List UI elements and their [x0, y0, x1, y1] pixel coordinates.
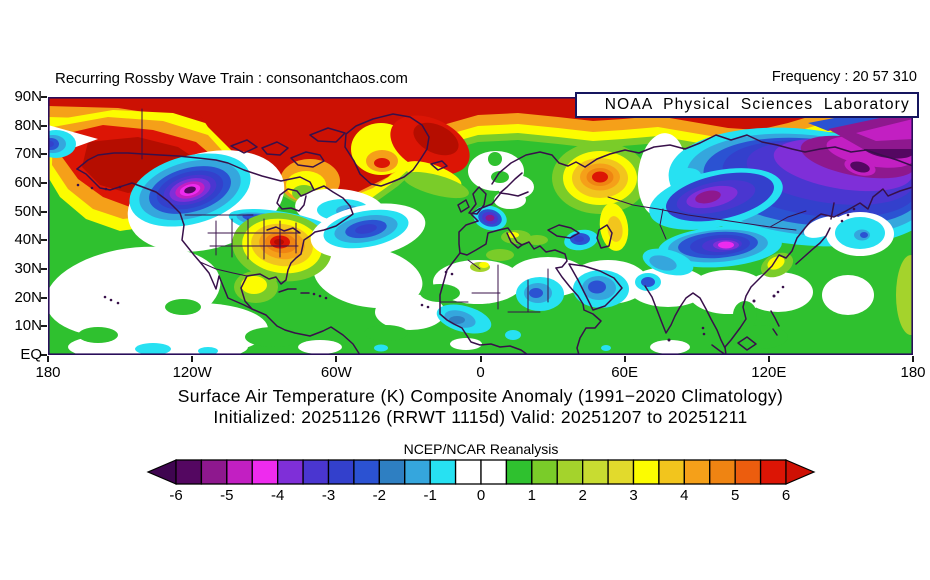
colorbar-cell-2	[226, 459, 253, 485]
colorbar-cell-10	[429, 459, 457, 485]
colorbar-cell-5	[302, 459, 330, 485]
colorbar-dataset-label: NCEP/NCAR Reanalysis	[403, 441, 559, 457]
colorbar-cell-21	[709, 459, 736, 485]
lat-tick	[41, 325, 47, 328]
colorbar-tick-label-1: 1	[527, 487, 536, 504]
colorbar-tick-label-6: 6	[781, 487, 791, 504]
colorbar-cell-13	[505, 459, 533, 485]
lon-tick-label-60W-2: 60W	[320, 364, 352, 381]
lon-tick-label-120W-1: 120W	[172, 364, 212, 381]
colorbar-cell-4	[277, 459, 304, 485]
colorbar-cell-14	[531, 459, 558, 485]
lon-tick-label-120E-5: 120E	[751, 364, 787, 381]
colorbar-tick-label--5: -5	[220, 487, 234, 504]
colorbar-tick-label--1: -1	[423, 487, 437, 504]
lat-tick-label-EQ: EQ	[20, 346, 42, 363]
tropics-accents	[78, 284, 788, 355]
lon-tick	[47, 356, 49, 362]
noaa-psl-box: NOAA Physical Sciences Laboratory	[575, 92, 919, 118]
colorbar-svg	[146, 459, 816, 485]
lon-tick-label-60E-4: 60E	[611, 364, 639, 381]
colorbar-tick-label-5: 5	[730, 487, 740, 504]
frequency-label: Frequency : 20 57 310	[771, 69, 917, 85]
lon-tick-label-0-3: 0	[476, 364, 485, 381]
colorbar-tick-label--2: -2	[372, 487, 386, 504]
lat-tick-label-20N: 20N	[14, 288, 42, 306]
anomaly-map	[48, 97, 913, 355]
lon-tick	[479, 356, 482, 362]
watermark-text: Recurring Rossby Wave Train : consonantc…	[55, 70, 408, 87]
lat-tick-label-50N: 50N	[14, 202, 42, 220]
lat-tick-label-70N: 70N	[14, 145, 42, 163]
island-dots	[76, 183, 856, 342]
lon-tick	[191, 356, 194, 362]
lon-tick-label-180-0: 180	[35, 364, 61, 381]
lat-tick-label-30N: 30N	[14, 260, 42, 277]
colorbar-cell-18	[632, 459, 660, 485]
colorbar-cell-8	[378, 459, 406, 485]
lat-tick-label-40N: 40N	[14, 231, 42, 249]
nw-pacific-features	[760, 212, 913, 335]
colorbar-cell-22	[734, 459, 762, 485]
chart-subtitle: Initialized: 20251126 (RRWT 1115d) Valid…	[213, 407, 748, 427]
colorbar-tick-label-0: 0	[476, 487, 486, 504]
lat-tick	[41, 210, 47, 213]
colorbar-tick-label--3: -3	[321, 487, 336, 504]
lat-tick	[41, 268, 47, 270]
lat-tick	[41, 124, 47, 127]
noaa-psl-label: NOAA Physical Sciences Laboratory	[604, 96, 910, 113]
colorbar-tick-label-2: 2	[578, 487, 587, 504]
colorbar-tick-label-4: 4	[680, 487, 689, 504]
lat-tick	[41, 182, 47, 184]
lat-tick	[41, 153, 47, 156]
lon-tick	[912, 356, 914, 362]
coastlines	[76, 113, 913, 355]
lat-tick-label-60N: 60N	[14, 174, 42, 191]
colorbar-cell-20	[683, 459, 711, 485]
russia-warm-anomaly	[552, 133, 687, 251]
mongolia-cold-anomaly	[635, 226, 782, 291]
colorbar-tick-label--6: -6	[169, 487, 183, 504]
colorbar-cell-1	[200, 459, 228, 485]
lat-tick-label-10N: 10N	[14, 317, 42, 335]
map-svg	[48, 97, 913, 355]
colorbar-cell-23	[759, 459, 787, 485]
lon-tick	[335, 356, 338, 362]
lat-tick	[41, 239, 47, 242]
political-borders	[141, 108, 807, 313]
lat-tick	[41, 96, 47, 98]
colorbar-cell-15	[556, 459, 584, 485]
colorbar-over-arrow	[785, 459, 816, 485]
colorbar-cell-19	[658, 459, 685, 485]
siberia-cold-anomaly	[649, 103, 913, 247]
lon-tick	[767, 356, 770, 362]
lat-tick	[41, 354, 47, 356]
lat-tick-label-90N: 90N	[14, 88, 42, 105]
colorbar-cell-6	[327, 459, 355, 485]
lat-tick	[41, 296, 47, 299]
colorbar-cell-0	[175, 459, 203, 485]
map-frame	[48, 97, 913, 355]
chart-title: Surface Air Temperature (K) Composite An…	[177, 386, 784, 406]
colorbar-cell-9	[404, 459, 431, 485]
lat-tick-label-80N: 80N	[14, 116, 42, 134]
colorbar-tick-label-3: 3	[629, 487, 638, 504]
lon-tick-label-180-6: 180	[900, 364, 926, 381]
colorbar-cell-16	[582, 459, 609, 485]
colorbar-cell-3	[251, 459, 279, 485]
lon-tick	[623, 356, 626, 362]
colorbar-tick-label--4: -4	[270, 487, 285, 504]
colorbar-cell-7	[353, 459, 380, 485]
colorbar-cell-11	[454, 459, 482, 485]
colorbar-under-arrow	[146, 459, 177, 485]
colorbar-cell-17	[607, 459, 635, 485]
colorbar-cell-12	[480, 459, 508, 485]
